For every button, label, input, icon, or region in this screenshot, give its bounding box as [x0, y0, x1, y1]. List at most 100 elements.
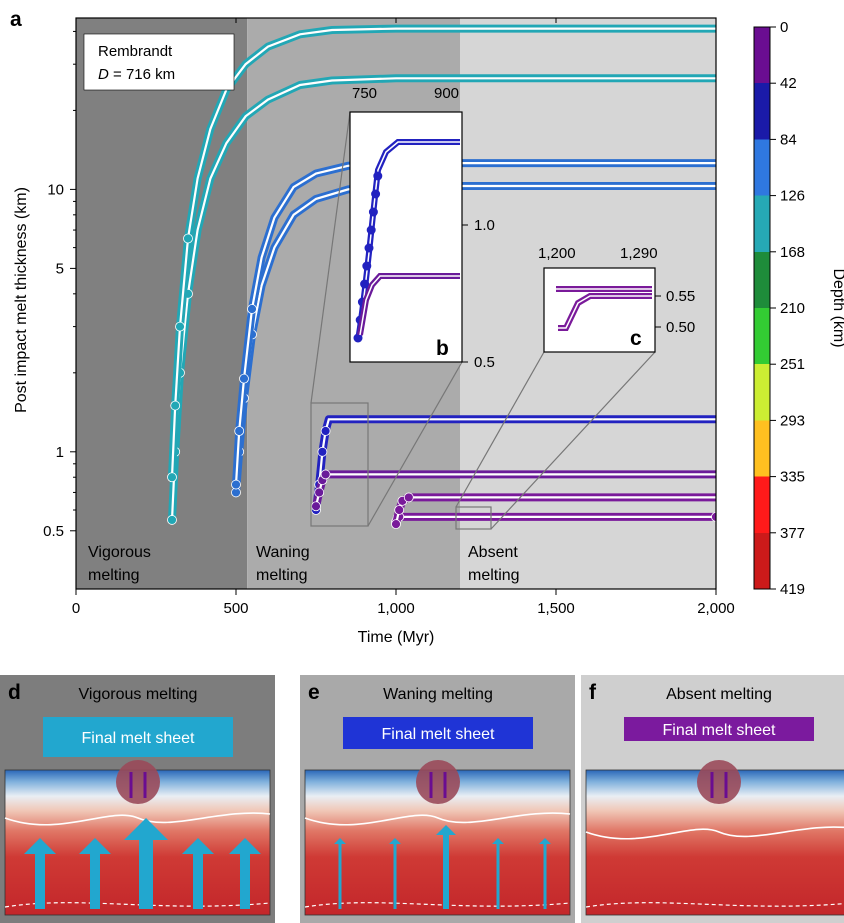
y-tick-label: 5: [56, 260, 64, 277]
crater-annotation: Rembrandt D = 716 km: [83, 33, 235, 91]
series-1-point: [170, 400, 181, 411]
crater-diameter: D = 716 km: [98, 66, 175, 83]
panel-e-title: Waning melting: [383, 686, 493, 703]
series-1-point: [175, 321, 185, 332]
region-label-vigorous-2: melting: [88, 567, 140, 584]
panel-f-impact-sphere: [697, 760, 741, 804]
y-axis-title: Post impact melt thickness (km): [13, 187, 30, 413]
inset-b-xtick-0: 750: [352, 85, 377, 102]
panel-d-upwelling-arrow: [79, 838, 111, 909]
panel-e-solidus-line: [304, 812, 571, 826]
series-7-point: [403, 492, 414, 503]
panel-e-upwelling-arrow: [334, 838, 346, 909]
colorbar-tick-label: 42: [780, 75, 797, 92]
panel-d-impact-sphere: [116, 760, 160, 804]
panel-d-sheet-label: Final melt sheet: [82, 730, 195, 747]
inset-c-xtick-1: 1,290: [620, 245, 658, 262]
inset-c-ytick-1: 0.50: [666, 319, 695, 336]
panel-d-solidus-line: [4, 812, 271, 826]
panel-letter-a: a: [10, 8, 22, 31]
panel-e-dashed-line: [304, 902, 571, 908]
panel-f-solidus-line: [585, 826, 844, 840]
colorbar-tick-label: 251: [780, 356, 805, 373]
colorbar-tick-label: 84: [780, 131, 797, 148]
inset-b-ytick-1: 0.5: [474, 354, 495, 371]
panel-d-melt-sheet: [43, 717, 233, 757]
inset-b-curves: [353, 139, 460, 343]
inset-b-point: [371, 189, 381, 199]
series-0-point: [167, 515, 177, 525]
x-tick-label: 1,500: [537, 600, 575, 617]
panel-e-upwelling-arrow: [539, 838, 551, 909]
inset-c-ytick-0: 0.55: [666, 288, 695, 305]
series-1-point: [183, 233, 193, 244]
inset-c: 1,200 1,290 0.55 0.50 c: [538, 245, 695, 353]
colorbar-tick-label: 335: [780, 469, 805, 486]
bottom-panels: d Vigorous melting Final melt sheet e Waning…: [0, 675, 844, 923]
inset-b-point: [373, 171, 383, 181]
series-4-point: [320, 426, 331, 436]
series-4-point: [317, 446, 328, 457]
region-label-waning-1: Waning: [256, 544, 310, 561]
inset-b-point: [353, 333, 363, 343]
panel-e-impact-sphere: [416, 760, 460, 804]
panel-e-upwelling-arrow: [492, 838, 504, 909]
series-6-point: [711, 511, 716, 522]
colorbar-tick-label: 419: [780, 581, 805, 598]
series-3-point: [234, 426, 245, 436]
inset-b-ytick-0: 1.0: [474, 217, 495, 234]
panel-d-upwelling-arrow: [182, 838, 214, 909]
colorbar-tick-label: 210: [780, 300, 805, 317]
region-label-absent-1: Absent: [468, 544, 518, 561]
colorbar-tick-label: 293: [780, 412, 805, 429]
series-7-point: [394, 505, 405, 515]
panel-e-sheet-label: Final melt sheet: [382, 726, 495, 743]
panel-letter-c: c: [630, 327, 642, 350]
x-axis-title: Time (Myr): [358, 629, 435, 646]
panel-e-upwelling-arrow: [436, 825, 456, 909]
x-tick-label: 2,000: [697, 600, 735, 617]
y-tick-label: 1: [56, 444, 64, 461]
panel-f-dashed-line: [585, 902, 844, 908]
inset-b-lower-line: [359, 275, 460, 336]
inset-c-lower-line: [558, 295, 652, 329]
panel-letter-f: f: [589, 681, 597, 704]
panel-d-upwelling-arrow: [229, 838, 261, 909]
series-5-point: [314, 487, 325, 498]
panel-f: f Absent melting Final melt sheet: [581, 675, 844, 923]
inset-b-point: [366, 225, 376, 235]
inset-c-xtick-0: 1,200: [538, 245, 576, 262]
x-axis: 0 500 1,000 1,500 2,000: [72, 18, 735, 617]
panel-d-upwelling-arrow: [124, 818, 168, 909]
inset-b: 750 900 1.0 0.5 b: [349, 85, 495, 371]
panel-f-melt-sheet: [624, 717, 814, 741]
panel-f-sheet-label: Final melt sheet: [663, 722, 776, 739]
y-tick-label: 10: [47, 181, 64, 198]
inset-b-point: [362, 261, 372, 271]
colorbar-ticks: 0 42 84 126 168 210 251 293 335 377 419: [770, 19, 805, 598]
panel-d-upwelling-arrow: [24, 838, 56, 909]
region-label-waning-2: melting: [256, 567, 308, 584]
inset-b-xtick-1: 900: [434, 85, 459, 102]
series-7-point: [391, 519, 401, 530]
colorbar-title: Depth (km): [830, 268, 844, 347]
x-tick-label: 0: [72, 600, 80, 617]
inset-b-point: [360, 279, 370, 289]
panel-e: e Waning melting Final melt sheet: [300, 675, 575, 923]
panel-letter-d: d: [8, 681, 21, 704]
colorbar-tick-label: 168: [780, 244, 805, 261]
panel-letter-b: b: [436, 337, 449, 360]
panel-d: d Vigorous melting Final melt sheet: [0, 675, 275, 923]
panel-d-dashed-line: [4, 902, 271, 908]
series-3-point: [239, 373, 249, 384]
panel-f-title: Absent melting: [666, 686, 772, 703]
inset-b-connectors: [310, 111, 463, 527]
inset-c-curves: [556, 286, 652, 331]
inset-b-point: [364, 243, 374, 253]
colorbar-tick-label: 126: [780, 188, 805, 205]
series-3-point: [231, 479, 241, 490]
region-label-vigorous-1: Vigorous: [88, 544, 151, 561]
panel-e-upwelling-arrow: [389, 838, 401, 909]
inset-c-connectors: [455, 351, 656, 530]
